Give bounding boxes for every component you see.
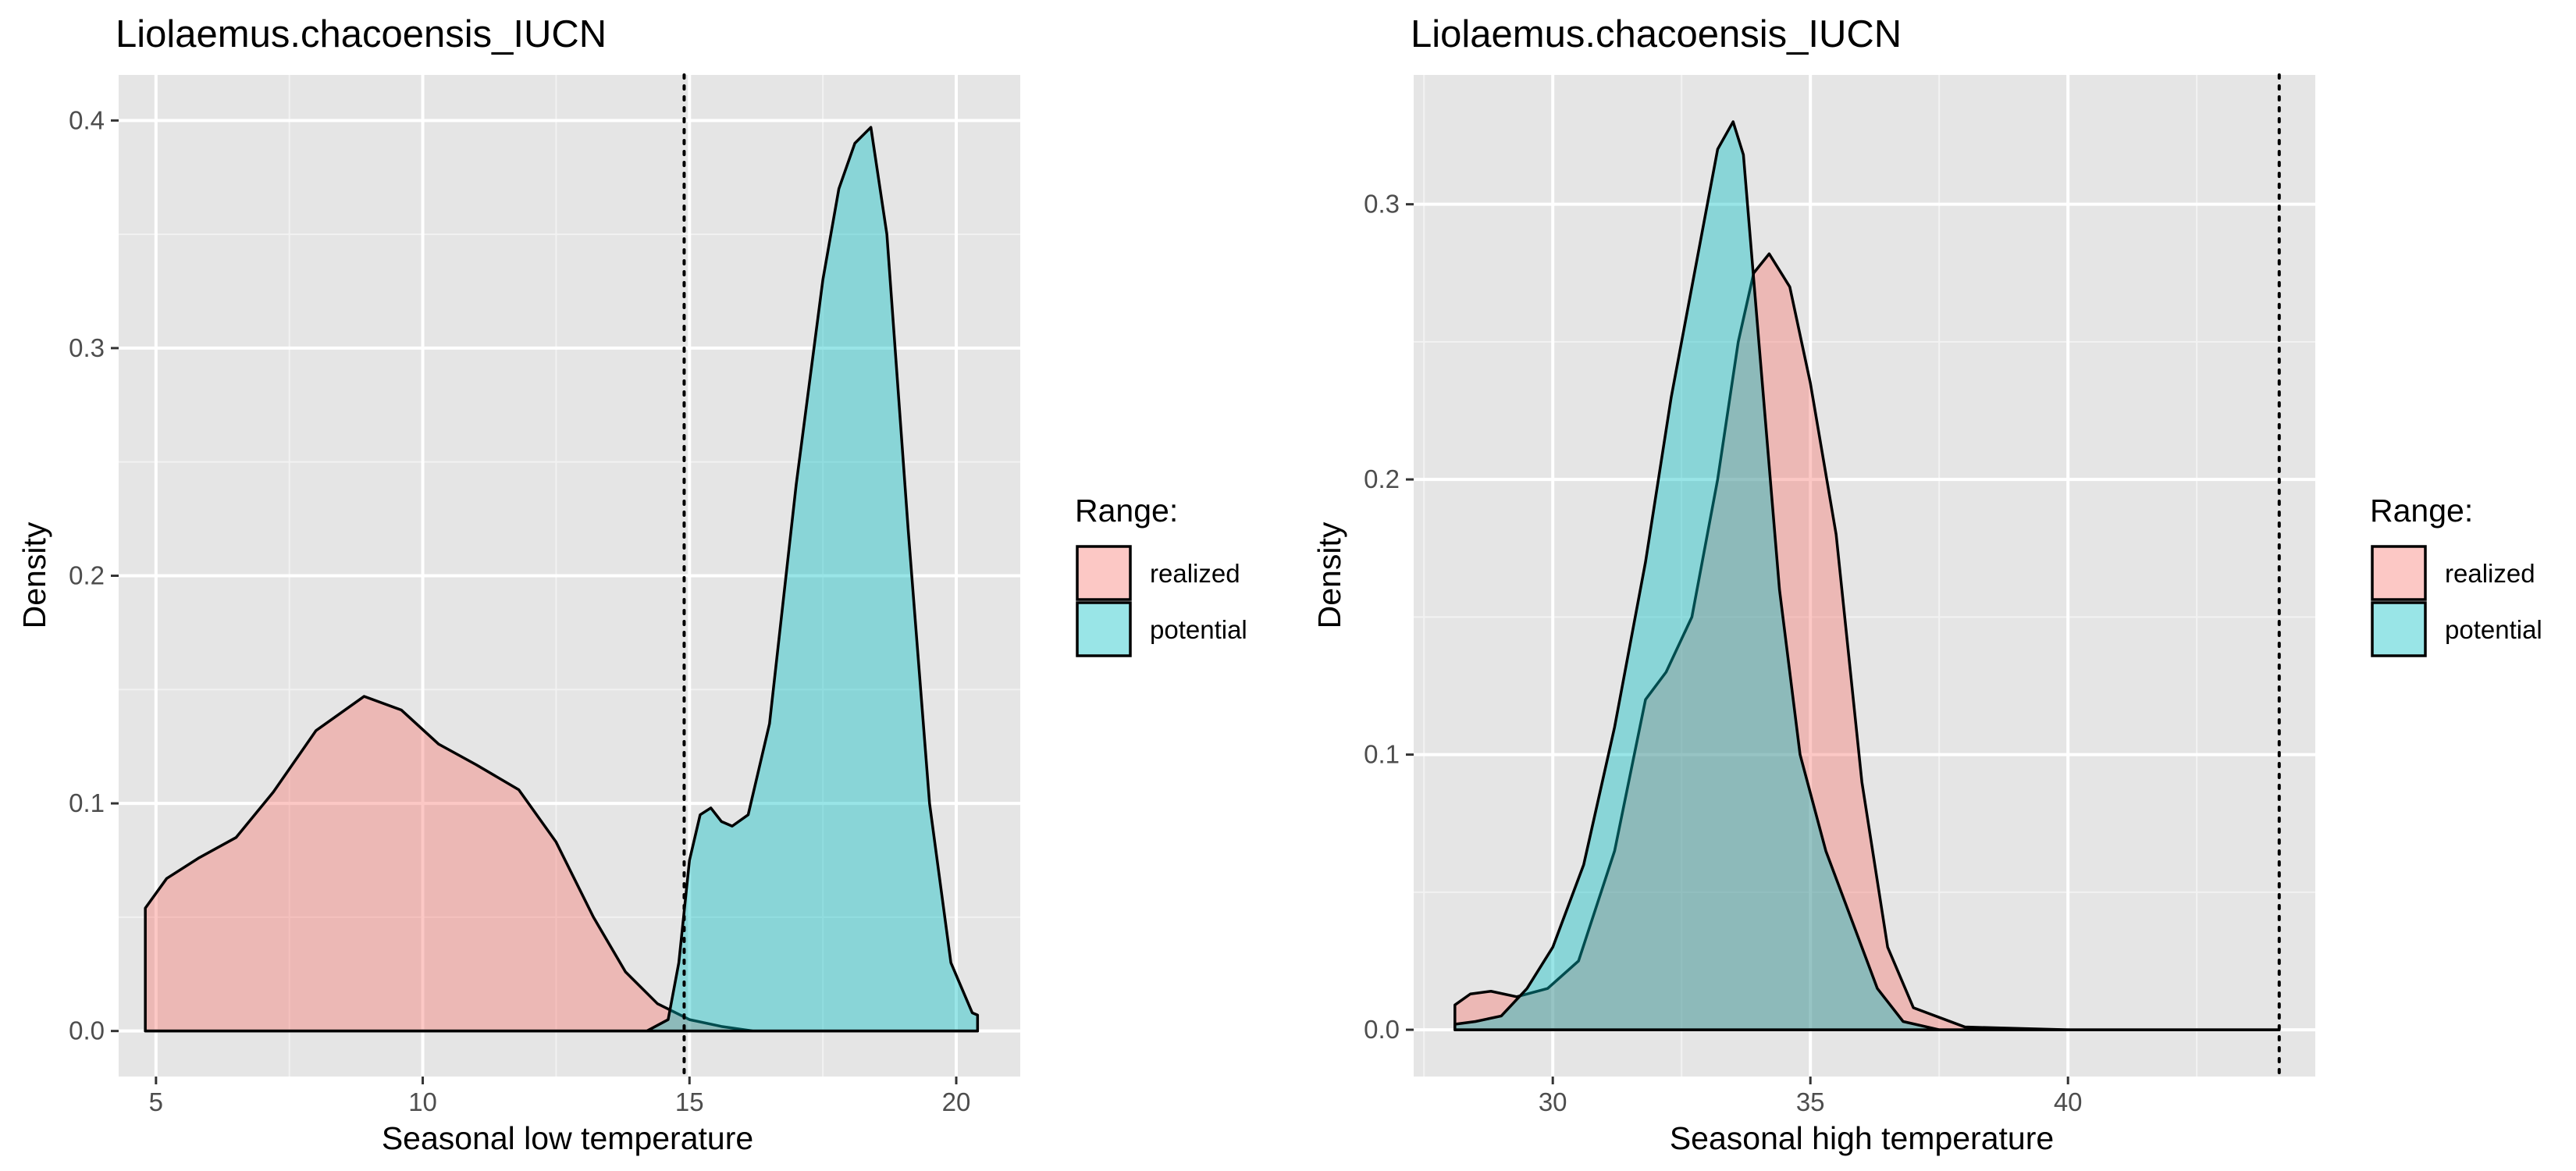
x-tick-label: 5 <box>149 1087 163 1116</box>
legend-swatch-realized <box>1076 545 1132 601</box>
density-area-potential <box>1453 120 2281 1031</box>
density-area-potential <box>144 126 980 1033</box>
y-tick-label: 0.1 <box>69 788 105 817</box>
y-tick-label: 0.2 <box>1364 464 1400 493</box>
legend-swatch-potential <box>1076 601 1132 657</box>
y-tick-label: 0.0 <box>69 1016 105 1045</box>
right-density-plot: 30 35 40 0.0 0.1 0.2 0.3 Liolaemus.chacoensis_… <box>1311 13 2542 1156</box>
y-tick-label: 0.4 <box>69 105 105 134</box>
y-tick-label: 0.0 <box>1364 1015 1400 1044</box>
legend-label-realized: realized <box>1150 559 1240 588</box>
x-tick-label: 15 <box>675 1087 704 1116</box>
legend-label-potential: potential <box>1150 615 1247 644</box>
y-axis-title: Density <box>16 521 52 628</box>
x-tick-label: 10 <box>408 1087 437 1116</box>
plot-title: Liolaemus.chacoensis_IUCN <box>1411 13 1902 55</box>
legend: Range: realized potential <box>1075 493 1247 657</box>
legend-swatch-realized <box>2371 545 2427 601</box>
density-area-realized <box>1453 252 2281 1031</box>
x-tick-label: 40 <box>2054 1087 2083 1116</box>
plot-title: Liolaemus.chacoensis_IUCN <box>116 13 607 55</box>
y-tick-label: 0.3 <box>69 333 105 362</box>
x-axis-title: Seasonal low temperature <box>382 1120 753 1156</box>
x-tick-label: 35 <box>1796 1087 1825 1116</box>
y-tick-label: 0.2 <box>69 561 105 590</box>
y-axis-title: Density <box>1311 521 1347 628</box>
legend-swatch-potential <box>2371 601 2427 657</box>
x-tick-label: 20 <box>942 1087 971 1116</box>
panel-background <box>1414 75 2315 1077</box>
legend-label-realized: realized <box>2445 559 2535 588</box>
y-tick-label: 0.3 <box>1364 190 1400 219</box>
plot-area: 30 35 40 0.0 0.1 0.2 0.3 <box>1364 73 2315 1116</box>
legend-label-potential: potential <box>2445 615 2542 644</box>
x-axis-title: Seasonal high temperature <box>1670 1120 2054 1156</box>
y-tick-label: 0.1 <box>1364 740 1400 769</box>
plot-area: 5 10 15 20 0.0 0.1 0.2 0.3 0.4 <box>69 73 1020 1116</box>
x-tick-label: 30 <box>1539 1087 1567 1116</box>
legend-title: Range: <box>1075 493 1178 529</box>
left-density-plot: 5 10 15 20 0.0 0.1 0.2 0.3 0.4 Liolaemus.chacoen… <box>16 13 1247 1156</box>
legend: Range: realized potential <box>2370 493 2542 657</box>
legend-title: Range: <box>2370 493 2473 529</box>
